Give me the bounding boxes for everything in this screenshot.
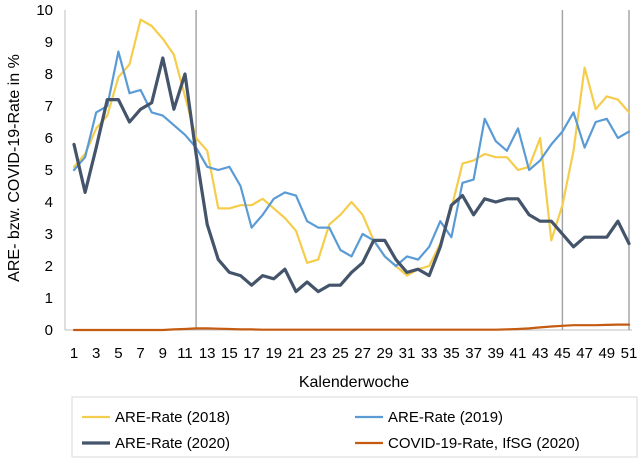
x-tick-label: 5 <box>114 345 122 362</box>
x-tick-label: 9 <box>159 345 167 362</box>
x-tick-labels: 1 3 5 7 9 11 13 15 17 19 21 23 25 27 29 31 33 35 37 39 41 43 4… <box>70 345 638 362</box>
x-tick-label: 23 <box>310 345 327 362</box>
x-tick-label: 35 <box>443 345 460 362</box>
y-tick-labels: 0 1 2 3 4 5 6 7 8 9 10 <box>36 2 53 339</box>
x-tick-label: 51 <box>621 345 638 362</box>
x-tick-label: 17 <box>243 345 260 362</box>
y-axis-title: ARE- bzw. COVID-19-Rate in % <box>6 54 23 282</box>
x-tick-label: 21 <box>288 345 305 362</box>
series-line-2 <box>72 50 631 268</box>
x-tick-label: 1 <box>70 345 78 362</box>
x-tick-label: 49 <box>598 345 615 362</box>
series-line-1 <box>72 18 631 277</box>
x-tick-label: 7 <box>136 345 144 362</box>
x-tick-label: 45 <box>554 345 571 362</box>
x-tick-label: 29 <box>376 345 393 362</box>
y-tick-label: 9 <box>45 34 53 51</box>
x-tick-label: 31 <box>399 345 416 362</box>
legend-label: ARE-Rate (2018) <box>115 409 230 426</box>
legend: ARE-Rate (2018) ARE-Rate (2019) ARE-Rate (… <box>71 396 638 458</box>
legend-box <box>71 396 638 458</box>
x-tick-label: 11 <box>177 345 193 362</box>
y-tick-label: 1 <box>45 290 53 307</box>
reference-lines <box>195 10 630 330</box>
y-tick-label: 4 <box>45 194 53 211</box>
y-tick-label: 6 <box>45 130 53 147</box>
x-tick-label: 3 <box>92 345 100 362</box>
x-axis-title: Kalenderwoche <box>299 374 409 391</box>
y-tick-label: 0 <box>45 322 53 339</box>
x-tick-label: 33 <box>421 345 438 362</box>
series-line-3 <box>72 56 631 294</box>
y-tick-label: 3 <box>45 226 53 243</box>
legend-label: ARE-Rate (2020) <box>115 435 230 452</box>
series-lines <box>72 18 631 332</box>
x-tick-label: 15 <box>221 345 238 362</box>
x-tick-label: 13 <box>199 345 216 362</box>
y-tick-label: 8 <box>45 66 53 83</box>
x-tick-label: 41 <box>510 345 527 362</box>
series-line-4 <box>72 323 631 332</box>
legend-label: COVID-19-Rate, IfSG (2020) <box>388 435 580 452</box>
x-tick-label: 43 <box>532 345 549 362</box>
y-tick-label: 10 <box>36 2 53 19</box>
y-tick-label: 2 <box>45 258 53 275</box>
x-tick-label: 37 <box>465 345 482 362</box>
x-tick-label: 47 <box>576 345 593 362</box>
x-tick-label: 25 <box>332 345 349 362</box>
y-tick-label: 7 <box>45 98 53 115</box>
x-tick-label: 39 <box>487 345 504 362</box>
x-tick-label: 19 <box>265 345 282 362</box>
x-tick-label: 27 <box>354 345 371 362</box>
legend-label: ARE-Rate (2019) <box>388 409 503 426</box>
y-tick-label: 5 <box>45 162 53 179</box>
